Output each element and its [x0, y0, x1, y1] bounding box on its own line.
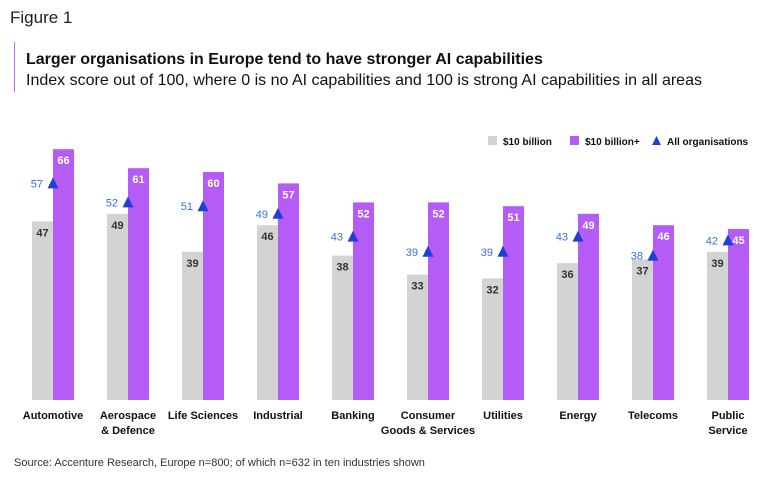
marker-value-label: 52 [106, 197, 118, 209]
bar-value-label: 52 [432, 208, 444, 220]
x-tick-label: Automotive [23, 410, 84, 422]
all-organisations-marker [197, 200, 209, 212]
bar-value-label: 66 [57, 155, 69, 167]
legend-swatch [652, 136, 661, 145]
bar-value-label: 39 [186, 258, 198, 270]
bar-value-label: 45 [732, 235, 744, 247]
x-tick-label: Aerospace [100, 410, 156, 422]
chart-title: Larger organisations in Europe tend to h… [26, 51, 543, 68]
all-organisations-marker [572, 230, 584, 242]
marker-value-label: 51 [181, 201, 193, 213]
bar-value-label: 47 [36, 227, 48, 239]
bar-value-label: 51 [507, 212, 519, 224]
bar-10-billion [182, 251, 203, 400]
all-organisations-marker [722, 234, 734, 246]
legend-swatch [570, 136, 579, 145]
legend-swatch [488, 136, 497, 145]
all-organisations-marker [422, 245, 434, 257]
bar-10-billion-plus [653, 225, 674, 400]
x-tick-label: Consumer [401, 410, 456, 422]
x-tick-label: Utilities [483, 410, 523, 422]
x-tick-label: Goods & Services [381, 425, 475, 437]
marker-value-label: 49 [256, 209, 268, 221]
bar-10-billion [332, 255, 353, 400]
bar-10-billion-plus [203, 172, 224, 400]
legend-label: All organisations [667, 137, 749, 148]
marker-value-label: 39 [406, 247, 418, 259]
bar-10-billion [632, 259, 653, 400]
marker-value-label: 57 [31, 178, 43, 190]
x-tick-label: Life Sciences [168, 410, 238, 422]
bar-10-billion-plus [428, 202, 449, 400]
marker-value-label: 43 [331, 232, 343, 244]
bar-value-label: 60 [207, 178, 219, 190]
x-tick-label: Service [708, 425, 747, 437]
bar-10-billion [257, 225, 278, 400]
bar-value-label: 49 [582, 220, 594, 232]
bar-value-label: 33 [411, 281, 423, 293]
bar-10-billion [482, 278, 503, 400]
bar-value-label: 39 [711, 258, 723, 270]
bar-10-billion-plus [503, 206, 524, 400]
bar-10-billion-plus [728, 229, 749, 400]
x-tick-label: & Defence [101, 425, 155, 437]
bar-10-billion [407, 274, 428, 400]
bar-value-label: 37 [636, 265, 648, 277]
source-note: Source: Accenture Research, Europe n=800… [14, 457, 425, 469]
x-tick-label: Energy [559, 410, 597, 422]
x-tick-label: Telecoms [628, 410, 678, 422]
bar-10-billion-plus [578, 213, 599, 400]
legend-label: $10 billion [503, 137, 552, 148]
legend-label: $10 billion+ [585, 137, 640, 148]
all-organisations-marker [122, 196, 134, 208]
marker-value-label: 38 [631, 251, 643, 263]
all-organisations-marker [497, 245, 509, 257]
all-organisations-marker [47, 177, 59, 189]
bar-10-billion-plus [278, 183, 299, 400]
accent-divider [14, 42, 15, 92]
bar-value-label: 46 [261, 231, 273, 243]
bar-value-label: 57 [282, 189, 294, 201]
marker-value-label: 39 [481, 247, 493, 259]
marker-value-label: 42 [706, 235, 718, 247]
bar-10-billion [107, 213, 128, 400]
bar-10-billion-plus [53, 149, 74, 400]
all-organisations-marker [647, 249, 659, 261]
bar-value-label: 32 [486, 284, 498, 296]
bar-value-label: 52 [357, 208, 369, 220]
x-tick-label: Public [711, 410, 744, 422]
bar-value-label: 61 [132, 174, 144, 186]
bar-10-billion-plus [353, 202, 374, 400]
bar-10-billion [32, 221, 53, 400]
marker-value-label: 43 [556, 232, 568, 244]
x-tick-label: Banking [331, 410, 374, 422]
chart-subtitle: Index score out of 100, where 0 is no AI… [26, 72, 702, 89]
all-organisations-marker [272, 207, 284, 219]
all-organisations-marker [347, 230, 359, 242]
bar-10-billion [557, 263, 578, 400]
x-tick-label: Industrial [253, 410, 303, 422]
bar-value-label: 38 [336, 262, 348, 274]
bar-value-label: 46 [657, 231, 669, 243]
bar-10-billion [707, 251, 728, 400]
figure-label: Figure 1 [10, 8, 73, 27]
bar-value-label: 36 [561, 269, 573, 281]
bar-10-billion-plus [128, 168, 149, 400]
bar-value-label: 49 [111, 220, 123, 232]
